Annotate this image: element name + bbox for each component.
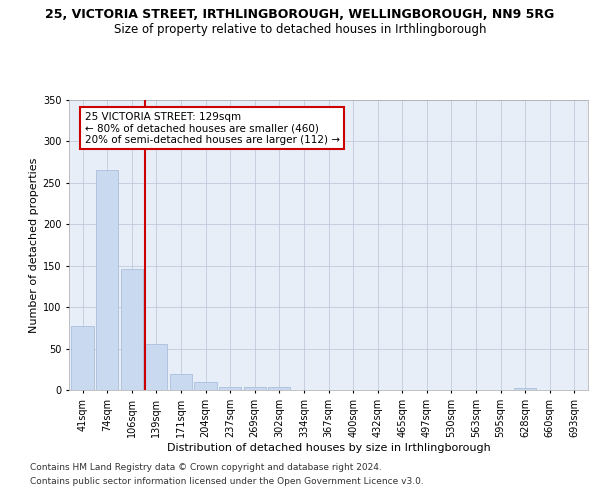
Bar	[71, 326, 94, 390]
Text: Size of property relative to detached houses in Irthlingborough: Size of property relative to detached ho…	[114, 22, 486, 36]
Bar	[244, 386, 266, 390]
Bar	[145, 344, 167, 390]
Bar	[194, 382, 217, 390]
Bar	[170, 374, 192, 390]
Text: 25 VICTORIA STREET: 129sqm
← 80% of detached houses are smaller (460)
20% of sem: 25 VICTORIA STREET: 129sqm ← 80% of deta…	[85, 112, 340, 145]
Bar	[514, 388, 536, 390]
Bar	[219, 386, 241, 390]
Text: 25, VICTORIA STREET, IRTHLINGBOROUGH, WELLINGBOROUGH, NN9 5RG: 25, VICTORIA STREET, IRTHLINGBOROUGH, WE…	[46, 8, 554, 20]
Bar	[96, 170, 118, 390]
X-axis label: Distribution of detached houses by size in Irthlingborough: Distribution of detached houses by size …	[167, 442, 490, 452]
Bar	[121, 269, 143, 390]
Text: Contains public sector information licensed under the Open Government Licence v3: Contains public sector information licen…	[30, 477, 424, 486]
Text: Contains HM Land Registry data © Crown copyright and database right 2024.: Contains HM Land Registry data © Crown c…	[30, 464, 382, 472]
Bar	[268, 386, 290, 390]
Y-axis label: Number of detached properties: Number of detached properties	[29, 158, 38, 332]
